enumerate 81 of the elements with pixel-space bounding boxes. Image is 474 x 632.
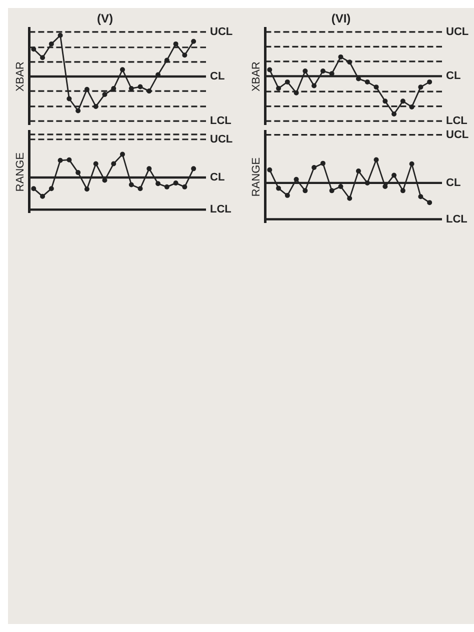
point bbox=[267, 67, 272, 72]
ref-line-label: UCL bbox=[446, 26, 469, 38]
point bbox=[374, 84, 379, 90]
point bbox=[284, 192, 290, 198]
point bbox=[409, 161, 414, 166]
point bbox=[302, 68, 308, 74]
point bbox=[191, 166, 196, 172]
point bbox=[294, 176, 299, 182]
point bbox=[111, 161, 116, 166]
ref-line-label: CL bbox=[210, 172, 225, 184]
point bbox=[182, 184, 188, 190]
chart-title: (V) bbox=[97, 12, 113, 26]
point bbox=[40, 194, 46, 199]
point bbox=[276, 86, 282, 91]
point bbox=[58, 158, 63, 163]
point bbox=[347, 196, 352, 201]
point bbox=[138, 186, 143, 192]
point bbox=[48, 41, 54, 46]
point bbox=[120, 152, 125, 157]
point bbox=[267, 167, 272, 172]
point bbox=[102, 92, 108, 97]
point bbox=[66, 157, 72, 162]
point bbox=[164, 184, 170, 190]
point bbox=[84, 186, 90, 192]
ref-line-label: UCL bbox=[210, 133, 233, 146]
point bbox=[138, 84, 143, 90]
ref-line-label: UCL bbox=[210, 26, 233, 38]
ref-line-label: CL bbox=[210, 70, 225, 83]
ref-line-label: LCL bbox=[446, 213, 468, 226]
point bbox=[392, 172, 397, 178]
point bbox=[173, 41, 178, 46]
point bbox=[146, 166, 152, 172]
y-axis-title: RANGE bbox=[250, 157, 263, 197]
point bbox=[284, 79, 290, 84]
point bbox=[320, 160, 326, 166]
point bbox=[427, 200, 432, 206]
point bbox=[418, 194, 424, 200]
point bbox=[364, 79, 370, 84]
point bbox=[128, 182, 134, 188]
point bbox=[329, 188, 334, 194]
point bbox=[382, 184, 388, 190]
point bbox=[312, 83, 317, 88]
point bbox=[302, 188, 308, 194]
point bbox=[173, 180, 178, 186]
y-axis-title: RANGE bbox=[14, 152, 27, 192]
point bbox=[320, 68, 326, 74]
point bbox=[392, 111, 397, 116]
point bbox=[93, 161, 98, 166]
point bbox=[338, 54, 344, 60]
point bbox=[40, 55, 46, 60]
point bbox=[111, 86, 116, 91]
point bbox=[276, 186, 282, 191]
ref-line-label: LCL bbox=[446, 115, 468, 128]
ref-line-label: LCL bbox=[210, 115, 232, 128]
point bbox=[76, 108, 81, 114]
point bbox=[382, 98, 388, 104]
chart-title: (VI) bbox=[331, 12, 351, 26]
point bbox=[128, 86, 134, 91]
ref-line-label: LCL bbox=[210, 204, 232, 216]
point bbox=[374, 157, 379, 162]
point bbox=[76, 170, 81, 176]
y-axis-title: XBAR bbox=[14, 61, 27, 92]
point bbox=[418, 84, 424, 90]
point bbox=[31, 186, 36, 192]
point bbox=[182, 52, 188, 58]
point bbox=[312, 164, 317, 170]
point bbox=[191, 38, 196, 44]
point bbox=[400, 188, 406, 194]
point bbox=[48, 186, 54, 192]
ref-line-label: CL bbox=[446, 70, 461, 82]
y-axis-title: XBAR bbox=[250, 61, 263, 92]
ref-line-label: CL bbox=[446, 176, 461, 189]
point bbox=[400, 98, 406, 104]
ref-line-label: UCL bbox=[446, 128, 469, 141]
point bbox=[356, 168, 361, 174]
point bbox=[338, 184, 344, 190]
point bbox=[427, 79, 432, 84]
point bbox=[120, 67, 125, 72]
point bbox=[58, 32, 63, 38]
point bbox=[156, 181, 161, 186]
point bbox=[66, 96, 72, 102]
